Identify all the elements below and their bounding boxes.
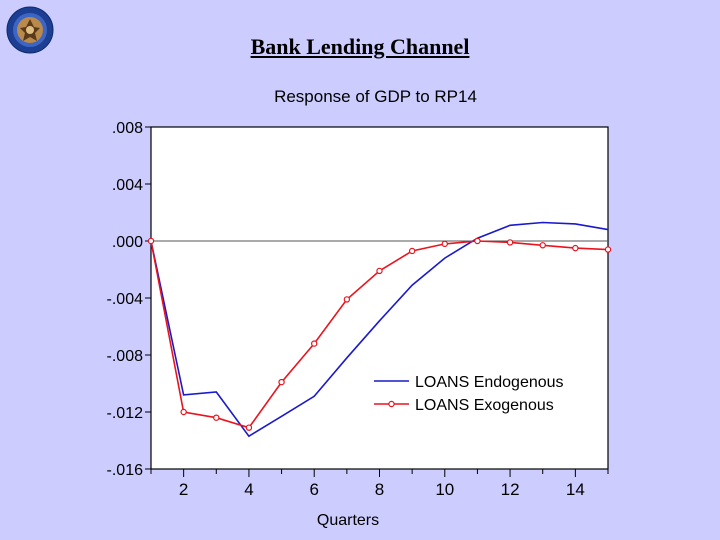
y-tick-label: .008: [112, 120, 143, 137]
x-tick-label: 10: [435, 480, 454, 499]
y-tick-label: -.012: [107, 405, 144, 422]
legend-marker: [388, 400, 395, 408]
y-tick-label: -.016: [107, 462, 144, 479]
data-point: [474, 237, 481, 245]
data-point: [376, 267, 383, 275]
data-point: [245, 424, 253, 431]
legend-label-1: LOANS Endogenous: [415, 374, 564, 391]
data-point: [506, 239, 514, 246]
seal-logo-icon: [6, 6, 54, 54]
series-line-1: [150, 221, 609, 438]
y-tick-label: .000: [112, 234, 143, 251]
x-tick-label: 2: [179, 480, 188, 499]
x-tick-label: 12: [501, 480, 520, 499]
plot-area: [150, 126, 609, 470]
y-tick-label: .004: [112, 177, 143, 194]
x-tick-label: 4: [244, 480, 253, 499]
x-tick-label: 14: [566, 480, 585, 499]
y-tick-label: -.008: [107, 348, 144, 365]
data-point: [441, 240, 448, 248]
x-tick-label: 6: [309, 480, 318, 499]
data-point: [213, 414, 220, 421]
data-point: [278, 378, 285, 386]
legend-label-2: LOANS Exogenous: [415, 397, 554, 414]
data-point: [539, 242, 546, 249]
chart-title: Response of GDP to RP14: [274, 87, 477, 106]
data-point: [343, 296, 351, 303]
x-axis-label: Quarters: [317, 512, 379, 529]
data-point: [572, 244, 579, 252]
slide-title: Bank Lending Channel: [250, 34, 470, 59]
x-tick-label: 8: [375, 480, 384, 499]
data-point: [180, 408, 187, 416]
data-point: [604, 246, 612, 253]
data-point: [147, 237, 155, 245]
data-point: [408, 247, 416, 255]
data-point: [311, 340, 318, 347]
y-tick-label: -.004: [107, 291, 144, 308]
